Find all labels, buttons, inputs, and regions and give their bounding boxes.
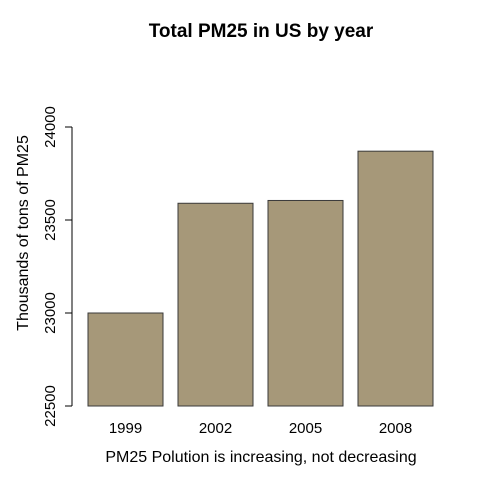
- bar-1999: [87, 312, 164, 407]
- y-tick-label: 22500: [42, 385, 59, 427]
- y-axis-label: Thousands of tons of PM25: [15, 135, 32, 331]
- x-tick-label: 2002: [199, 420, 232, 437]
- x-tick-label: 1999: [109, 420, 142, 437]
- bar-2005: [267, 199, 344, 407]
- x-tick-labels: 1999 2002 2005 2008: [109, 420, 412, 437]
- y-tick-label: 23500: [42, 199, 59, 241]
- chart-title: Total PM25 in US by year: [149, 21, 374, 42]
- x-axis-label: PM25 Polution is increasing, not decreas…: [105, 449, 416, 466]
- bar-2002: [177, 202, 254, 407]
- y-tick-label: 23000: [42, 292, 59, 334]
- x-tick-label: 2005: [289, 420, 322, 437]
- x-tick-label: 2008: [379, 420, 412, 437]
- y-axis: 22500 23000 23500 24000: [42, 106, 73, 427]
- y-tick-label: 24000: [42, 106, 59, 148]
- bar-2008: [357, 150, 434, 407]
- bars-group: [87, 150, 434, 407]
